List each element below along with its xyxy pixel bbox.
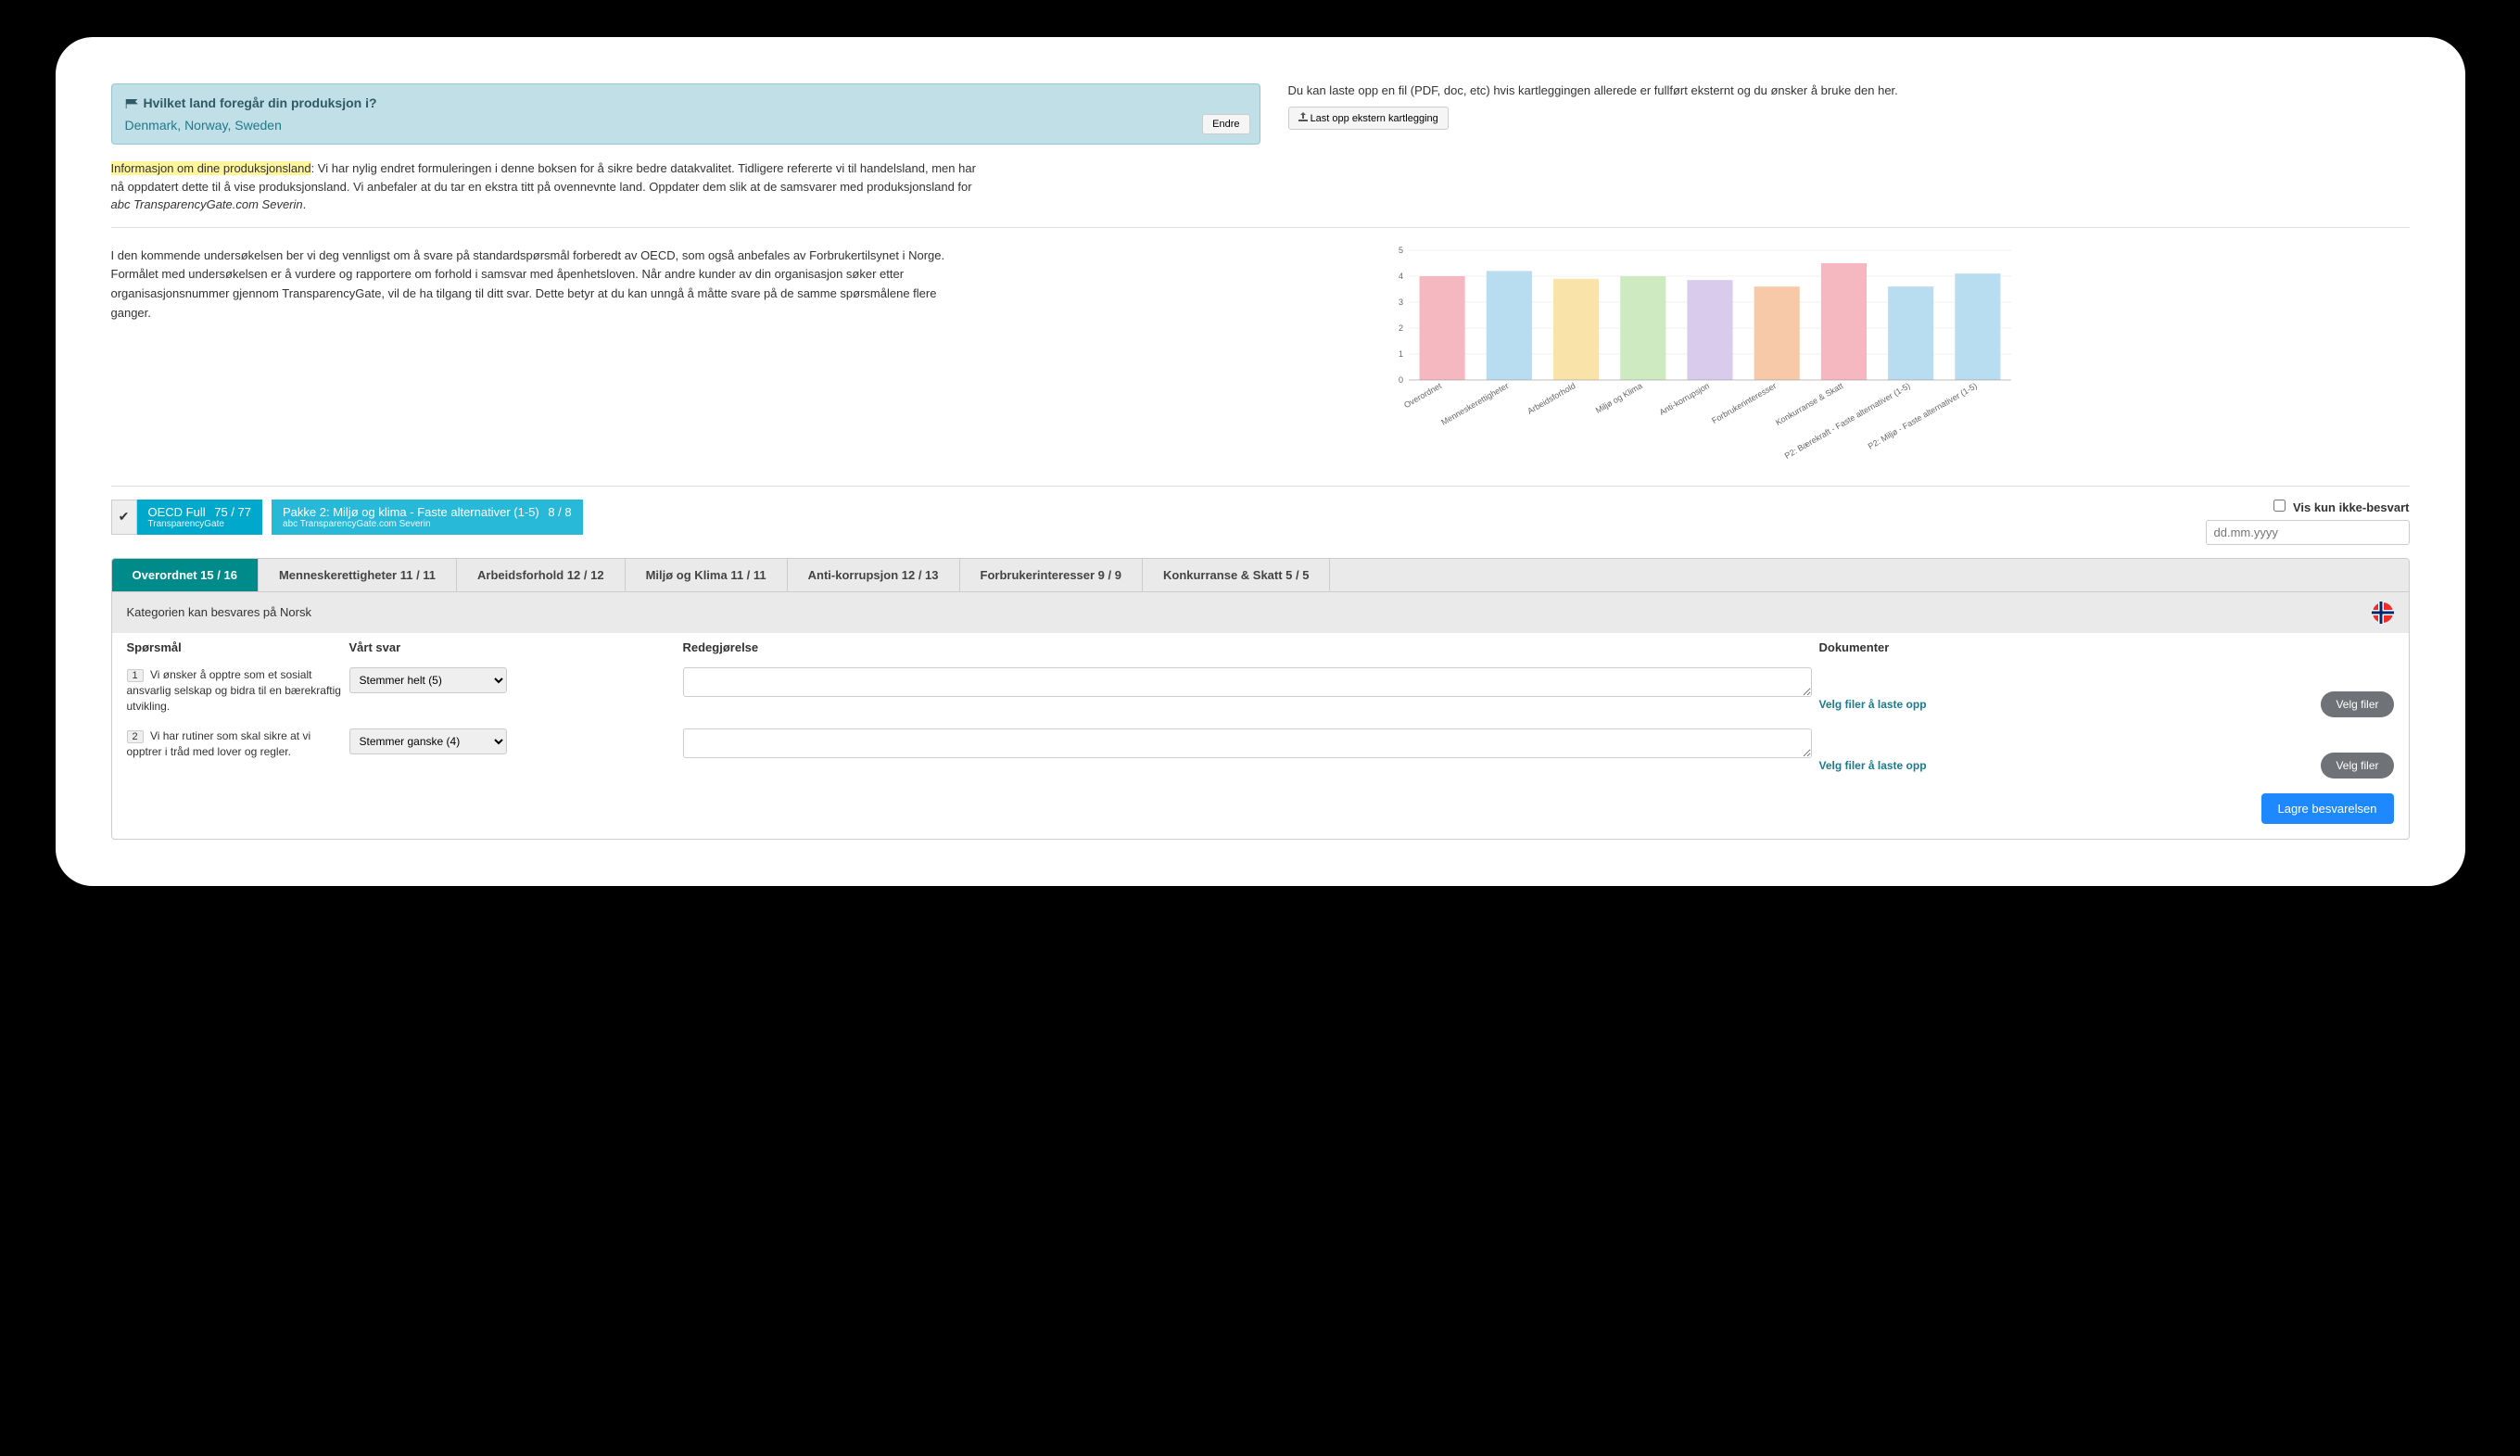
svg-text:Miljø og Klima: Miljø og Klima [1593,381,1643,415]
upload-external-button[interactable]: Last opp ekstern kartlegging [1288,107,1449,130]
question-number-0: 1 [127,669,144,682]
svg-text:Konkurranse & Skatt: Konkurranse & Skatt [1773,380,1844,426]
col-head-explanation: Redegjørelse [683,640,1819,654]
info-highlight: Informasjon om dine produksjonsland [111,161,311,175]
upload-button-label: Last opp ekstern kartlegging [1311,113,1438,124]
answer-select-0[interactable]: Stemmer helt (5) [349,667,507,693]
svg-text:3: 3 [1398,298,1402,307]
tab-1[interactable]: Menneskerettigheter 11 / 11 [259,559,457,591]
country-box-title: Hvilket land foregår din produksjon i? [125,95,1247,110]
save-answers-button[interactable]: Lagre besvarelsen [2261,793,2394,824]
info-company: abc TransparencyGate.com Severin [111,197,303,211]
svg-text:Overordnet: Overordnet [1402,380,1443,409]
svg-text:1: 1 [1398,349,1402,359]
pill-sub-1: TransparencyGate [148,519,252,529]
pill-body-1: OECD Full 75 / 77 TransparencyGate [137,500,263,535]
upload-icon [1298,112,1308,121]
show-unanswered-label: Vis kun ikke-besvart [2293,500,2410,514]
svg-text:P2: Miljø - Faste alternativer: P2: Miljø - Faste alternativer (1-5) [1866,381,1978,451]
tab-3[interactable]: Miljø og Klima 11 / 11 [626,559,788,591]
question-text-0: 1 Vi ønsker å opptre som et sosialt ansv… [127,667,342,715]
svg-text:4: 4 [1398,272,1402,281]
explanation-textarea-0[interactable] [683,667,1812,697]
tabs-container: Overordnet 15 / 16Menneskerettigheter 11… [111,558,2410,840]
right-controls: Vis kun ikke-besvart [2206,500,2410,545]
country-box-title-text: Hvilket land foregår din produksjon i? [144,95,377,110]
table-header: Spørsmål Vårt svar Redegjørelse Dokument… [112,633,2409,662]
chart-area: 0 1 2 3 4 5 OverordnetMenneskerettigheter Arbei… [982,241,2410,473]
tab-2[interactable]: Arbeidsforhold 12 / 12 [457,559,626,591]
country-list: Denmark, Norway, Sweden [125,118,1247,133]
category-text: Kategorien kan besvares på Norsk [127,605,311,619]
svg-text:Arbeidsforhold: Arbeidsforhold [1526,381,1577,416]
upload-link-0[interactable]: Velg filer å laste opp [1819,698,1927,711]
info-paragraph: Informasjon om dine produksjonsland: Vi … [111,159,992,214]
package-pill-2[interactable]: Pakke 2: Miljø og klima - Faste alternat… [272,500,583,535]
separator-1 [111,227,2410,228]
col-head-question: Spørsmål [127,640,349,654]
upload-instructions: Du kan laste opp en fil (PDF, doc, etc) … [1288,83,2410,97]
upload-link-1[interactable]: Velg filer å laste opp [1819,759,1927,772]
production-country-box: Hvilket land foregår din produksjon i? D… [111,83,1260,145]
top-row: Hvilket land foregår din produksjon i? D… [111,83,2410,145]
choose-files-button-1[interactable]: Velg filer [2321,753,2393,779]
answer-select-1[interactable]: Stemmer ganske (4) [349,728,507,754]
norway-flag-icon [2372,601,2394,624]
tab-strip: Overordnet 15 / 16Menneskerettigheter 11… [112,559,2409,592]
pill-count-1: 75 / 77 [214,505,251,519]
col-head-answer: Vårt svar [349,640,683,654]
tab-6[interactable]: Konkurranse & Skatt 5 / 5 [1143,559,1331,591]
question-row-1: 2 Vi har rutiner som skal sikre at vi op… [112,723,2409,784]
app-window: Hvilket land foregår din produksjon i? D… [56,37,2465,886]
upload-section: Du kan laste opp en fil (PDF, doc, etc) … [1288,83,2410,130]
bar-chart: 0 1 2 3 4 5 OverordnetMenneskerettigheter Arbei… [982,241,2410,473]
choose-files-button-0[interactable]: Velg filer [2321,691,2393,717]
flag-icon [125,99,138,108]
svg-text:5: 5 [1398,246,1402,255]
explanation-textarea-1[interactable] [683,728,1812,758]
tab-0[interactable]: Overordnet 15 / 16 [112,559,259,591]
svg-text:2: 2 [1398,323,1402,333]
date-input[interactable] [2206,520,2410,545]
change-country-button[interactable]: Endre [1202,114,1249,134]
tab-4[interactable]: Anti-korrupsjon 12 / 13 [788,559,960,591]
answer-cell-1: Stemmer ganske (4) [349,728,676,754]
question-row-0: 1 Vi ønsker å opptre som et sosialt ansv… [112,662,2409,723]
documents-cell-1: Velg filer å laste opp Velg filer [1819,728,2394,779]
package-pill-1[interactable]: ✔ OECD Full 75 / 77 TransparencyGate [111,500,263,535]
question-rows: 1 Vi ønsker å opptre som et sosialt ansv… [112,662,2409,784]
pill-count-2: 8 / 8 [548,505,571,519]
mid-row: I den kommende undersøkelsen ber vi deg … [111,241,2410,473]
show-unanswered-checkbox[interactable] [2273,500,2286,512]
svg-text:0: 0 [1398,375,1402,385]
answer-cell-0: Stemmer helt (5) [349,667,676,693]
save-row: Lagre besvarelsen [112,784,2409,839]
svg-text:Forbrukerinteresser: Forbrukerinteresser [1710,381,1778,425]
separator-2 [111,486,2410,487]
documents-cell-0: Velg filer å laste opp Velg filer [1819,667,2394,717]
info-end: . [303,197,307,211]
pill-title-2: Pakke 2: Miljø og klima - Faste alternat… [283,505,539,519]
pill-sub-2: abc TransparencyGate.com Severin [283,519,572,529]
pill-body-2: Pakke 2: Miljø og klima - Faste alternat… [272,500,583,535]
category-line: Kategorien kan besvares på Norsk [112,592,2409,633]
question-text-1: 2 Vi har rutiner som skal sikre at vi op… [127,728,342,760]
svg-text:Menneskerettigheter: Menneskerettigheter [1439,381,1510,427]
svg-text:P2: Bærekraft - Faste alternat: P2: Bærekraft - Faste alternativer (1-5) [1782,381,1911,461]
pill-title-1: OECD Full [148,505,206,519]
svg-text:Anti-korrupsjon: Anti-korrupsjon [1657,381,1710,417]
show-unanswered-wrap: Vis kun ikke-besvart [2206,500,2410,514]
check-icon: ✔ [111,500,137,535]
question-number-1: 2 [127,730,144,743]
tab-5[interactable]: Forbrukerinteresser 9 / 9 [960,559,1143,591]
col-head-documents: Dokumenter [1819,640,2394,654]
package-pills-row: ✔ OECD Full 75 / 77 TransparencyGate Pak… [111,500,2410,545]
survey-description: I den kommende undersøkelsen ber vi deg … [111,241,945,329]
